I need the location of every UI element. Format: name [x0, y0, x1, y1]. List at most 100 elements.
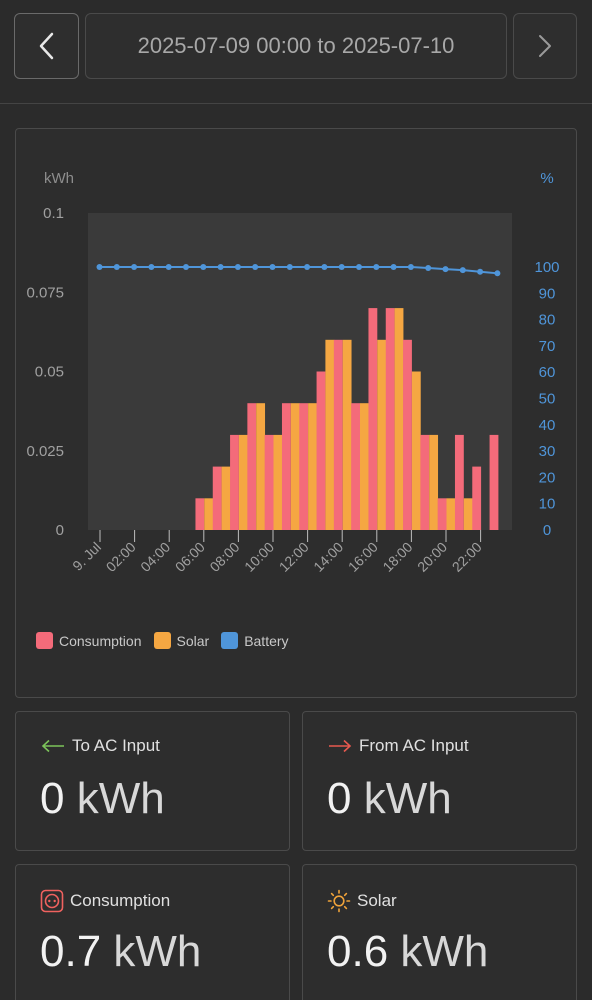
chart-legend: Consumption Solar Battery: [36, 632, 301, 649]
bar-consumption: [489, 434, 499, 530]
battery-point: [217, 264, 224, 270]
from-ac-input-unit: kWh: [363, 774, 452, 823]
y-tick-right: 20: [539, 469, 556, 486]
x-tick-label: 06:00: [172, 539, 208, 575]
bar-solar: [273, 434, 283, 530]
consumption-card: Consumption 0.7 kWh: [15, 864, 290, 1000]
energy-chart-card: kWh% 0.1 0.075 0.05 0.025 0 100 90 80 70 60 50 40 30 2…: [15, 128, 577, 698]
battery-point: [356, 264, 362, 270]
bar-consumption: [230, 434, 239, 530]
y-tick-right: 10: [539, 496, 556, 513]
to-ac-input-value: 0 kWh: [40, 774, 165, 824]
consumption-unit: kWh: [113, 927, 202, 976]
bar-solar: [377, 339, 387, 530]
x-tick-label: 08:00: [206, 539, 242, 575]
top-bar: 2025-07-09 00:00 to 2025-07-10: [0, 0, 592, 104]
bar-solar: [394, 308, 404, 530]
battery-point: [113, 264, 120, 270]
bar-consumption: [420, 434, 430, 530]
legend-label-consumption: Consumption: [59, 632, 142, 649]
battery-point: [442, 266, 449, 273]
bar-consumption: [264, 434, 274, 530]
battery-point: [390, 264, 397, 270]
legend-swatch-consumption: [36, 632, 53, 649]
x-tick-label: 02:00: [103, 539, 139, 575]
battery-point: [407, 264, 414, 270]
y-tick-right: 30: [539, 443, 556, 460]
bar-solar: [446, 498, 456, 530]
consumption-label: Consumption: [70, 891, 171, 910]
battery-point: [338, 264, 345, 270]
sun-icon: [327, 889, 351, 913]
solar-label: Solar: [357, 891, 397, 910]
previous-day-button[interactable]: [14, 13, 79, 79]
chevron-left-icon: [39, 32, 53, 60]
y-tick-right: 0: [543, 522, 551, 539]
date-range-selector[interactable]: 2025-07-09 00:00 to 2025-07-10: [85, 13, 507, 79]
bar-consumption: [472, 466, 482, 530]
bar-consumption: [351, 403, 360, 530]
y-tick-right: 60: [539, 364, 556, 381]
from-ac-input-label: From AC Input: [359, 736, 469, 755]
battery-point: [200, 264, 207, 270]
battery-point: [131, 264, 138, 270]
x-tick-label: 12:00: [276, 539, 312, 575]
bar-solar: [342, 339, 352, 530]
legend-label-solar: Solar: [176, 632, 210, 649]
bar-consumption: [403, 339, 412, 530]
battery-point: [304, 264, 311, 270]
y-tick-right: 100: [534, 259, 559, 276]
to-ac-input-unit: kWh: [76, 774, 165, 823]
bar-consumption: [212, 466, 222, 530]
legend-item-solar[interactable]: Solar: [153, 632, 210, 649]
battery-point: [373, 264, 380, 270]
solar-unit: kWh: [400, 927, 489, 976]
y-tick-right: 80: [539, 312, 556, 329]
y-tick-right: 40: [539, 417, 556, 434]
bar-solar: [290, 403, 300, 530]
battery-point: [165, 264, 172, 270]
to-ac-input-card: To AC Input 0 kWh: [15, 711, 290, 851]
legend-item-battery[interactable]: Battery: [221, 632, 289, 649]
y-tick-left: 0.1: [43, 205, 64, 222]
from-ac-input-number: 0: [327, 774, 352, 823]
bar-solar: [204, 498, 214, 530]
bar-consumption: [333, 339, 343, 530]
bar-solar: [238, 434, 248, 530]
battery-point: [286, 264, 293, 270]
x-tick-label: 18:00: [379, 539, 415, 575]
bar-consumption: [247, 403, 257, 530]
y-tick-right: 70: [539, 338, 556, 355]
bar-consumption: [299, 403, 309, 530]
consumption-value: 0.7 kWh: [40, 927, 201, 977]
to-ac-input-number: 0: [40, 774, 65, 823]
bar-solar: [221, 466, 231, 530]
bar-solar: [256, 403, 266, 530]
energy-chart: kWh %0.10.0750.050.0250100908070605040302…: [26, 170, 559, 575]
from-ac-input-card: From AC Input 0 kWh: [302, 711, 577, 851]
x-tick-label: 14:00: [310, 539, 346, 575]
legend-item-consumption[interactable]: Consumption: [36, 632, 142, 649]
to-ac-input-label: To AC Input: [72, 736, 160, 755]
solar-card: Solar 0.6 kWh: [302, 864, 577, 1000]
y-axis-title-right: %: [540, 170, 553, 187]
bar-solar: [411, 371, 421, 530]
y-tick-left: 0.05: [35, 364, 64, 381]
bar-consumption: [385, 308, 395, 530]
battery-point: [321, 264, 328, 270]
battery-point: [252, 264, 259, 270]
bar-consumption: [195, 498, 205, 530]
bar-consumption: [368, 308, 378, 530]
bar-consumption: [437, 498, 447, 530]
y-tick-left: 0.025: [26, 443, 64, 460]
x-tick-label: 10:00: [241, 539, 277, 575]
battery-point: [96, 264, 103, 270]
next-day-button[interactable]: [513, 13, 577, 79]
legend-swatch-solar: [153, 632, 171, 649]
solar-value: 0.6 kWh: [327, 927, 488, 977]
chevron-right-icon: [539, 35, 551, 57]
battery-point: [148, 264, 155, 270]
y-tick-right: 90: [539, 285, 556, 302]
bar-consumption: [281, 403, 291, 530]
bar-solar: [325, 339, 335, 530]
